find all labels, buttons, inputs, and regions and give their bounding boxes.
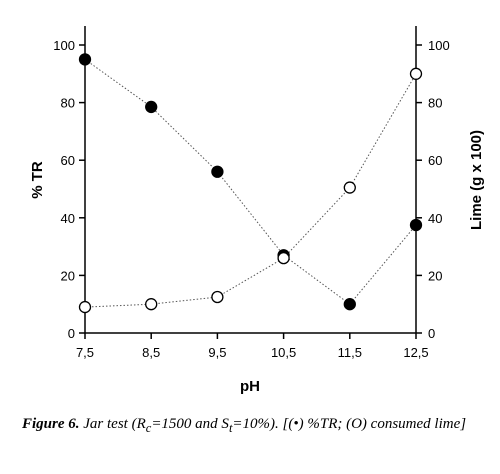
caption-text-3: =10%). [(•) %TR; (O) consumed lime] xyxy=(232,416,467,432)
y-left-tick-label: 60 xyxy=(61,153,75,168)
y-right-tick-label: 0 xyxy=(428,326,435,341)
axes xyxy=(84,26,417,334)
caption-text-2: =1500 and S xyxy=(151,416,229,432)
y-axis-left-title: % TR xyxy=(29,161,46,199)
y-right-tick-label: 60 xyxy=(428,153,442,168)
x-tick-label: 12,5 xyxy=(403,345,428,360)
open-data-point xyxy=(78,300,92,314)
y-right-tick-label: 80 xyxy=(428,96,442,111)
open-data-point xyxy=(277,251,290,265)
caption-sub-c: c xyxy=(145,421,152,435)
x-axis-title: pH xyxy=(240,378,260,395)
chart: 0 0 20 20 40 40 60 60 80 80 100 100 7,5 8,5 9,5 10,5 11,… xyxy=(29,26,485,395)
x-tick-label: 8,5 xyxy=(142,345,160,360)
y-left-tick-label: 0 xyxy=(68,326,75,341)
x-tick-label: 9,5 xyxy=(208,345,226,360)
open-data-point xyxy=(145,298,158,311)
open-data-point xyxy=(343,181,356,194)
open-data-point xyxy=(211,290,224,304)
caption-text-1: Jar test (R xyxy=(79,416,146,432)
x-tick-label: 10,5 xyxy=(271,345,296,360)
series-lines xyxy=(84,58,417,308)
filled-data-point xyxy=(145,100,158,114)
filled-series-line xyxy=(84,58,417,305)
x-tick-label: 11,5 xyxy=(338,345,362,360)
y-axis-right-title: Lime (g x 100) xyxy=(468,130,485,230)
filled-data-point xyxy=(211,165,224,178)
ticks: 0 0 20 20 40 40 60 60 80 80 100 100 7,5 8,5 9,5 10,5 11,… xyxy=(53,38,449,360)
open-data-point xyxy=(409,67,423,80)
y-right-tick-label: 20 xyxy=(428,268,442,283)
series-points xyxy=(78,53,423,314)
filled-data-point xyxy=(409,218,423,232)
y-left-tick-label: 20 xyxy=(61,268,75,283)
x-tick-label: 7,5 xyxy=(76,345,94,360)
y-left-tick-label: 40 xyxy=(61,211,75,226)
filled-data-point xyxy=(343,298,356,311)
y-right-tick-label: 40 xyxy=(428,211,442,226)
open-series-line xyxy=(84,73,417,308)
y-left-tick-label: 80 xyxy=(61,96,75,111)
y-left-tick-label: 100 xyxy=(53,38,75,53)
y-right-tick-label: 100 xyxy=(428,38,450,53)
figure-caption: Figure 6. Jar test (Rc=1500 and St=10%).… xyxy=(22,414,492,438)
filled-data-point xyxy=(78,53,92,66)
figure-label: Figure 6. xyxy=(22,416,80,432)
caption-sub-t: t xyxy=(228,421,233,435)
